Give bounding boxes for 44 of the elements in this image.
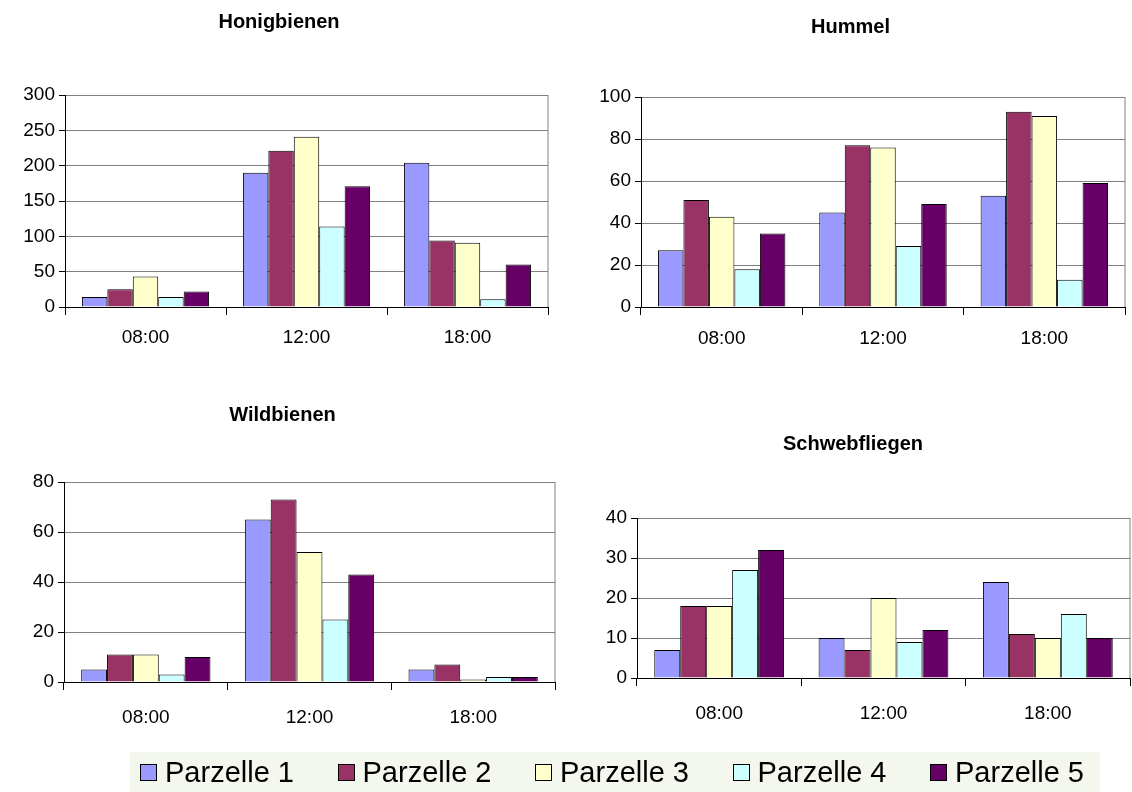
x-tick-label: 18:00 [1024, 701, 1072, 723]
y-tick-label: 0 [616, 666, 627, 688]
chart-title: Honigbienen [218, 9, 340, 32]
x-tick-label: 12:00 [282, 325, 331, 347]
y-tick-label: 250 [23, 118, 55, 140]
y-tick-label: 40 [32, 570, 54, 592]
y-tick-label: 0 [620, 295, 631, 317]
legend-label: Parzelle 3 [560, 755, 689, 789]
y-tick-label: 30 [605, 546, 627, 568]
y-tick-label: 0 [44, 295, 55, 317]
y-tick-label: 300 [23, 83, 55, 105]
chart-title: Schwebfliegen [782, 431, 924, 454]
y-tick-label: 50 [33, 259, 55, 281]
x-tick-label: 12:00 [859, 701, 908, 723]
chart-title: Wildbienen [229, 402, 336, 425]
x-tick-label: 08:00 [697, 326, 746, 348]
y-tick-label: 60 [609, 169, 631, 191]
x-tick-label: 08:00 [122, 705, 170, 727]
y-tick-label: 150 [23, 189, 55, 211]
y-tick-label: 20 [32, 620, 54, 642]
x-tick-label: 18:00 [443, 325, 492, 347]
y-tick-label: 80 [32, 470, 54, 492]
y-tick-label: 80 [609, 127, 631, 149]
y-tick-label: 60 [32, 520, 54, 542]
chart-title: Hummel [811, 14, 890, 37]
y-tick-label: 100 [599, 85, 631, 107]
legend-label: Parzelle 4 [757, 755, 887, 789]
legend-label: Parzelle 5 [955, 755, 1084, 789]
y-tick-label: 40 [609, 211, 631, 233]
x-tick-label: 08:00 [121, 325, 170, 347]
y-tick-label: 200 [23, 153, 55, 175]
y-tick-label: 100 [23, 224, 55, 246]
y-tick-label: 40 [605, 506, 627, 528]
x-tick-label: 18:00 [1020, 326, 1069, 348]
x-tick-label: 12:00 [859, 326, 907, 348]
y-tick-label: 20 [609, 253, 631, 275]
x-tick-label: 18:00 [449, 705, 497, 727]
y-tick-label: 10 [605, 626, 627, 648]
y-tick-label: 0 [43, 670, 54, 692]
x-tick-label: 12:00 [285, 705, 334, 727]
legend-label: Parzelle 2 [362, 755, 492, 789]
y-tick-label: 20 [605, 586, 627, 608]
x-tick-label: 08:00 [695, 701, 743, 723]
legend-label: Parzelle 1 [165, 755, 294, 789]
